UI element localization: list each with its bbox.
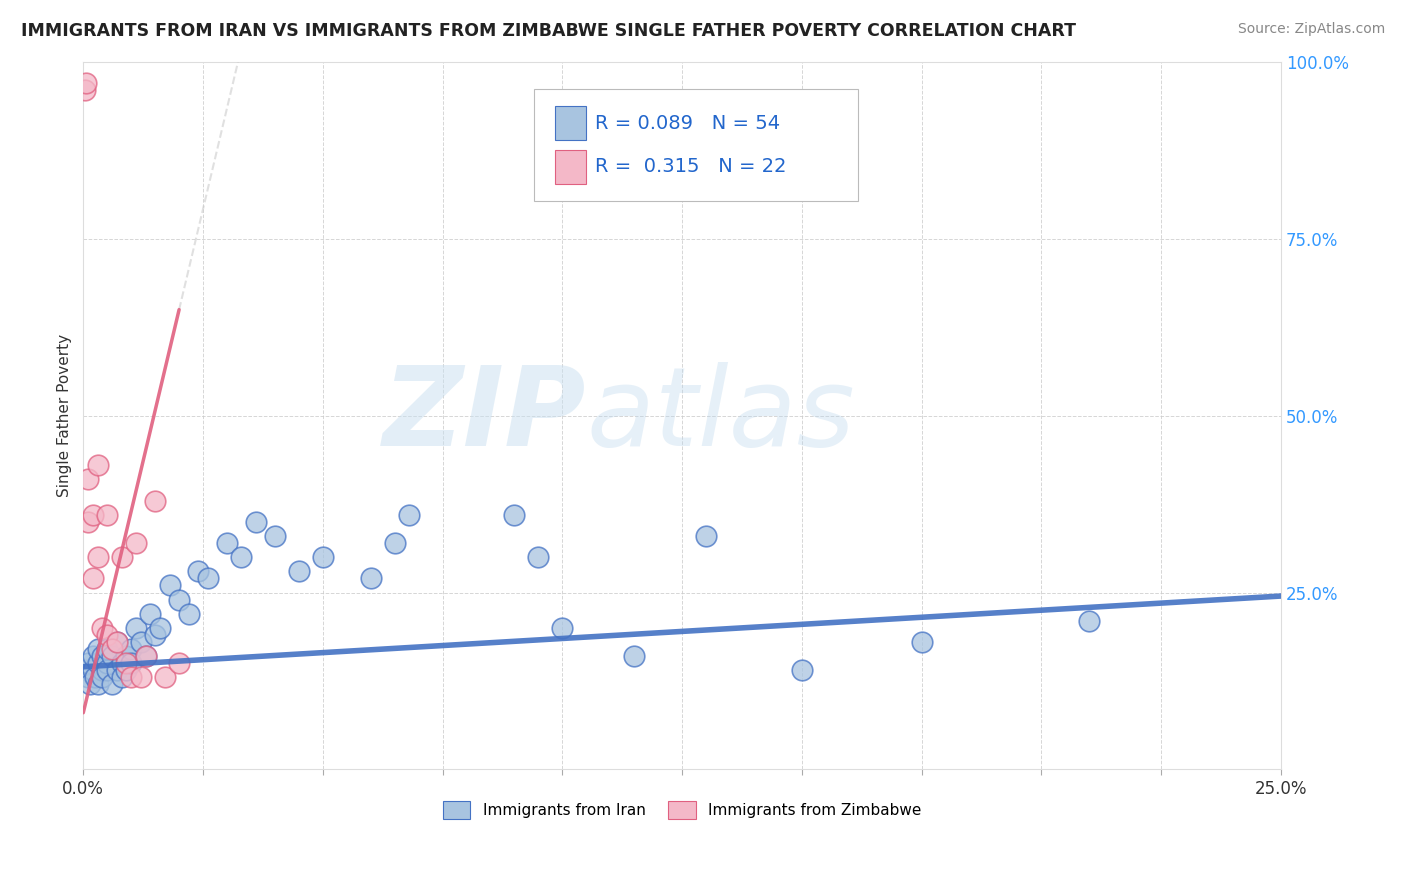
Legend: Immigrants from Iran, Immigrants from Zimbabwe: Immigrants from Iran, Immigrants from Zi…	[437, 795, 928, 825]
Point	[143, 493, 166, 508]
Point	[91, 670, 114, 684]
Text: Source: ZipAtlas.com: Source: ZipAtlas.com	[1237, 22, 1385, 37]
Point	[115, 649, 138, 664]
Point	[105, 635, 128, 649]
Point	[110, 550, 132, 565]
Point	[215, 536, 238, 550]
Y-axis label: Single Father Poverty: Single Father Poverty	[58, 334, 72, 497]
Text: ZIP: ZIP	[382, 362, 586, 469]
Point	[135, 649, 157, 664]
Point	[91, 649, 114, 664]
Text: R =  0.315   N = 22: R = 0.315 N = 22	[595, 157, 786, 177]
Point	[77, 657, 100, 671]
Point	[75, 663, 97, 677]
Point	[790, 663, 813, 677]
Point	[82, 508, 104, 522]
Point	[101, 642, 124, 657]
Point	[115, 663, 138, 677]
Point	[153, 670, 176, 684]
Point	[82, 649, 104, 664]
Text: R = 0.089   N = 54: R = 0.089 N = 54	[595, 113, 780, 133]
Point	[77, 670, 100, 684]
Point	[129, 635, 152, 649]
Point	[177, 607, 200, 621]
Point	[125, 621, 148, 635]
Point	[120, 657, 142, 671]
Point	[149, 621, 172, 635]
Point	[82, 663, 104, 677]
Point	[245, 515, 267, 529]
Point	[79, 677, 101, 691]
Text: IMMIGRANTS FROM IRAN VS IMMIGRANTS FROM ZIMBABWE SINGLE FATHER POVERTY CORRELATI: IMMIGRANTS FROM IRAN VS IMMIGRANTS FROM …	[21, 22, 1076, 40]
Point	[77, 515, 100, 529]
Point	[551, 621, 574, 635]
Text: atlas: atlas	[586, 362, 855, 469]
Point	[623, 649, 645, 664]
Point	[129, 670, 152, 684]
Point	[167, 657, 190, 671]
Point	[110, 670, 132, 684]
Point	[101, 649, 124, 664]
Point	[135, 649, 157, 664]
Point	[187, 564, 209, 578]
Point	[77, 472, 100, 486]
Point	[86, 550, 108, 565]
Point	[75, 76, 97, 90]
Point	[96, 657, 118, 671]
Point	[911, 635, 934, 649]
Point	[120, 670, 142, 684]
Point	[288, 564, 311, 578]
Point	[105, 635, 128, 649]
Point	[84, 670, 107, 684]
Point	[384, 536, 406, 550]
Point	[96, 642, 118, 657]
Point	[139, 607, 162, 621]
Point	[96, 663, 118, 677]
Point	[73, 83, 96, 97]
Point	[231, 550, 253, 565]
Point	[312, 550, 335, 565]
Point	[105, 663, 128, 677]
Point	[110, 657, 132, 671]
Point	[96, 628, 118, 642]
Point	[120, 642, 142, 657]
Point	[695, 529, 717, 543]
Point	[360, 571, 382, 585]
Point	[264, 529, 287, 543]
Point	[86, 642, 108, 657]
Point	[503, 508, 526, 522]
Point	[197, 571, 219, 585]
Point	[86, 458, 108, 473]
Point	[86, 657, 108, 671]
Point	[115, 657, 138, 671]
Point	[527, 550, 550, 565]
Point	[125, 536, 148, 550]
Point	[101, 677, 124, 691]
Point	[167, 592, 190, 607]
Point	[143, 628, 166, 642]
Point	[82, 571, 104, 585]
Point	[86, 677, 108, 691]
Point	[91, 663, 114, 677]
Point	[91, 621, 114, 635]
Point	[96, 508, 118, 522]
Point	[1078, 614, 1101, 628]
Point	[398, 508, 420, 522]
Point	[159, 578, 181, 592]
